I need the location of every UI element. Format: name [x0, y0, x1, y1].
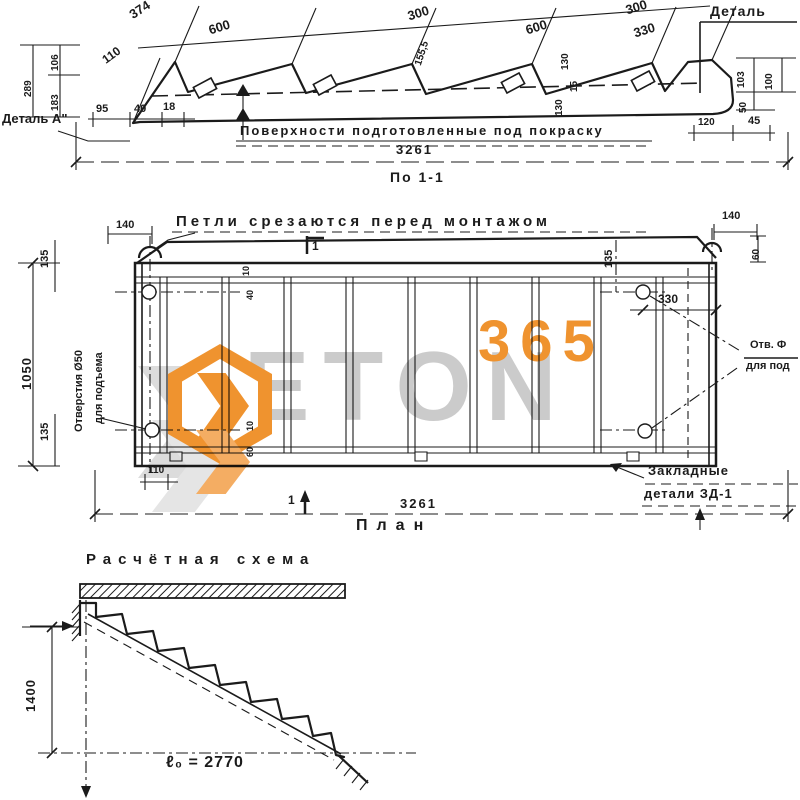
dim-140-right: 140 — [722, 210, 741, 222]
dim-1050: 1050 — [19, 357, 34, 390]
dim-135-tl: 135 — [39, 249, 51, 268]
dim-300-a: 300 — [405, 2, 431, 24]
dim-600-a: 600 — [206, 16, 232, 38]
label-section: По 1-1 — [390, 169, 445, 185]
dim-l0: ℓ₀ = 2770 — [166, 754, 244, 771]
dim-110-plan: 110 — [148, 465, 165, 476]
dim-289: 289 — [23, 80, 34, 97]
dim-18: 18 — [163, 101, 176, 113]
dim-40: 40 — [134, 103, 147, 115]
dim-3261-plan: 3261 — [400, 496, 437, 511]
note-holes-1: Отверстия Ø50 — [73, 350, 85, 432]
note-otv-2: для под — [746, 360, 790, 372]
calc-scheme-linework — [22, 583, 416, 798]
dim-135-tr: 135 — [603, 249, 615, 268]
label-calc-scheme: Расчётная схема — [86, 551, 316, 568]
section-mark-1-bottom: 1 — [288, 493, 295, 507]
label-detail-a: Деталь А" — [2, 111, 68, 126]
dim-103: 103 — [736, 71, 747, 88]
label-plan: План — [356, 517, 433, 534]
note-otv-1: Отв. Ф — [750, 339, 787, 351]
dim-300-b: 300 — [623, 0, 649, 18]
dim-40-plan: 40 — [245, 289, 255, 300]
dim-50: 50 — [738, 101, 749, 113]
dim-106: 106 — [50, 54, 61, 71]
dim-3261-section: 3261 — [396, 142, 433, 157]
dim-60-plan: 60 — [245, 446, 255, 457]
note-embedded-2: детали ЗД-1 — [644, 486, 733, 501]
dim-330-section: 330 — [631, 19, 657, 41]
dim-10-a: 10 — [241, 265, 251, 276]
dim-374: 374 — [126, 0, 153, 22]
dim-1400: 1400 — [23, 679, 38, 712]
dim-155-5: 155,5 — [413, 39, 432, 68]
dim-15: 15 — [569, 80, 580, 92]
dim-45: 45 — [748, 115, 761, 127]
dim-140-left: 140 — [116, 219, 135, 231]
section-mark-1-top: 1 — [312, 239, 319, 253]
dim-330-plan: 330 — [658, 292, 679, 306]
note-loops: Петли срезаются перед монтажом — [176, 213, 552, 230]
note-holes-2: для подъема — [93, 352, 105, 424]
note-embedded-1: Закладные — [648, 463, 729, 478]
dim-95: 95 — [96, 103, 109, 115]
dim-135-bl: 135 — [39, 422, 51, 441]
dim-60-right: 60 — [751, 248, 762, 260]
dim-130-a: 130 — [560, 53, 571, 70]
dim-183: 183 — [50, 94, 61, 111]
dim-600-b: 600 — [523, 16, 549, 38]
label-detail: Деталь — [710, 3, 766, 19]
dim-120: 120 — [698, 117, 715, 128]
dim-130-b: 130 — [554, 99, 565, 116]
note-paint: Поверхности подготовленные под покраску — [240, 123, 604, 138]
section-view-linework — [20, 5, 797, 170]
dim-110: 110 — [99, 43, 124, 67]
dim-10-b: 10 — [245, 420, 255, 431]
dim-100: 100 — [764, 73, 775, 90]
